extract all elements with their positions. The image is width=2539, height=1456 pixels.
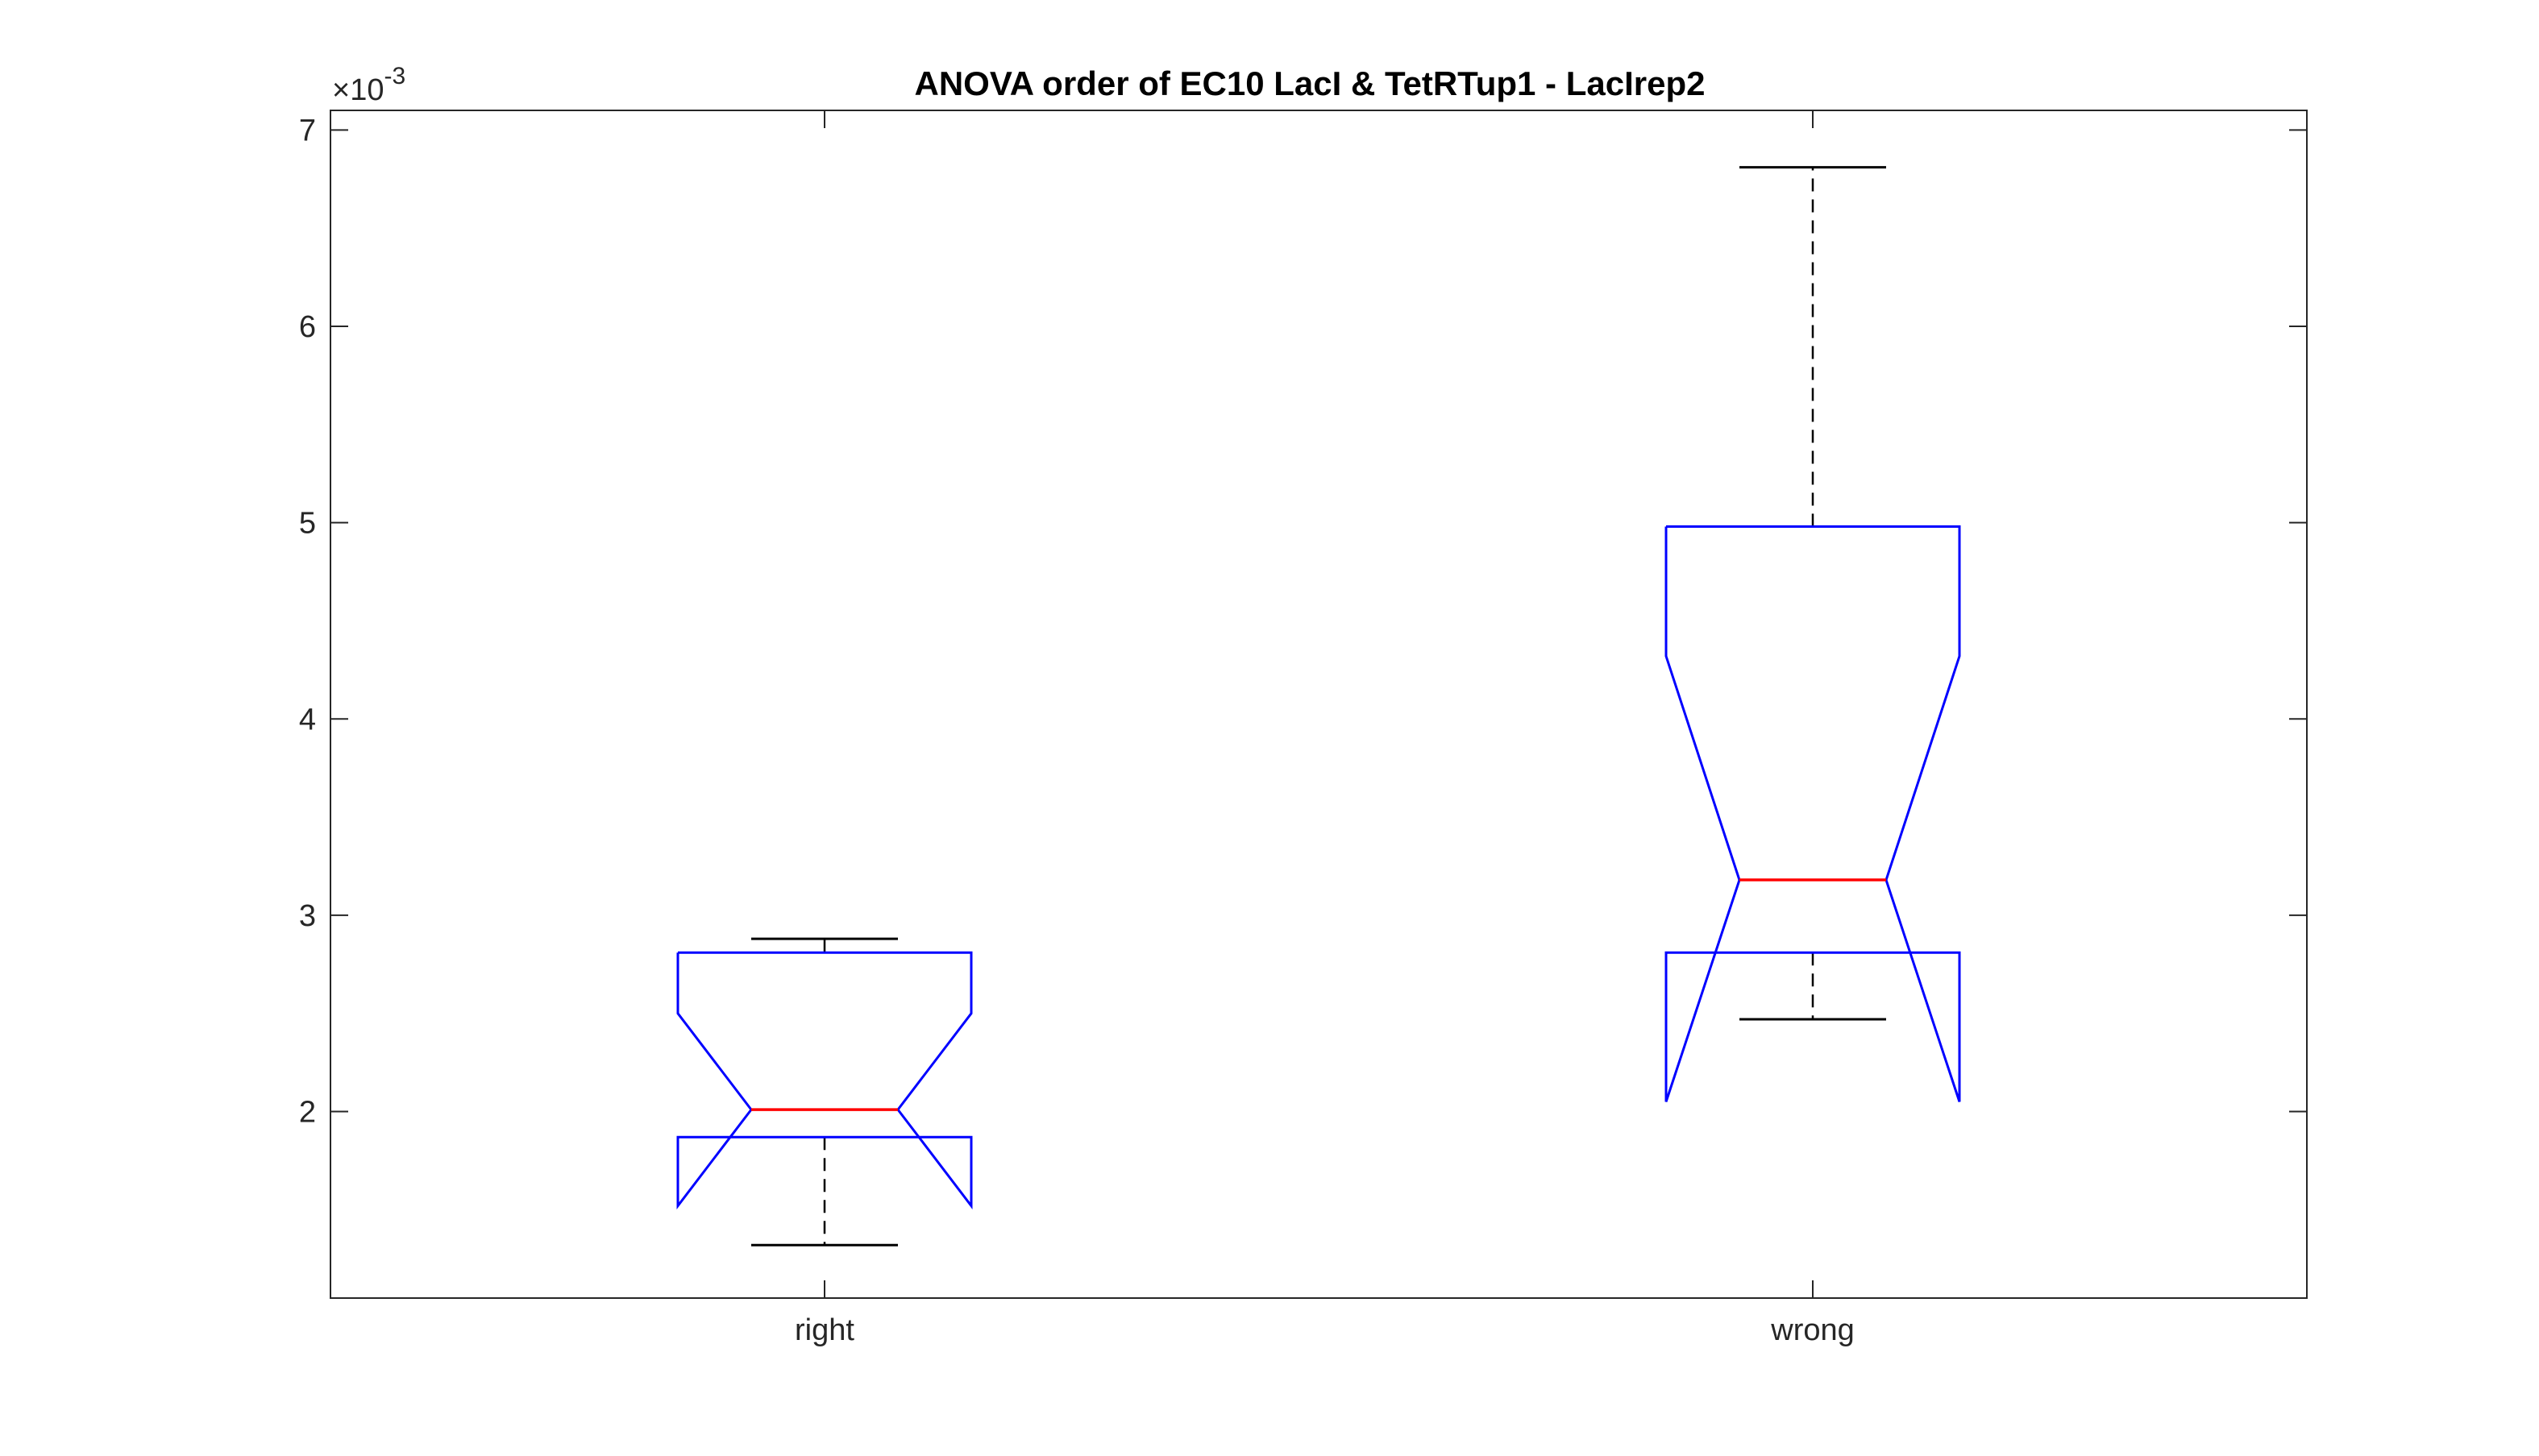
y-tick-label-2: 2 bbox=[299, 1096, 316, 1130]
y-exponent-power: -3 bbox=[384, 63, 405, 89]
y-axis-exponent-label: ×10-3 bbox=[332, 63, 405, 107]
x-tick-label-wrong: wrong bbox=[1770, 1313, 1855, 1347]
y-tick-label-6: 6 bbox=[299, 310, 316, 344]
x-tick-label-right: right bbox=[795, 1313, 854, 1347]
box-right bbox=[676, 937, 973, 1247]
x-tick-labels: right wrong bbox=[795, 1313, 1855, 1347]
box-outline-wrong bbox=[1664, 525, 1961, 1102]
y-tick-label-4: 4 bbox=[299, 703, 316, 736]
y-tick-label-5: 5 bbox=[299, 507, 316, 541]
tick-marks bbox=[330, 110, 2307, 1298]
box-outline-right bbox=[676, 951, 973, 1209]
y-tick-labels: 2 3 4 5 6 7 bbox=[299, 114, 316, 1129]
box-wrong bbox=[1664, 166, 1961, 1102]
box-series bbox=[676, 166, 1961, 1247]
y-tick-label-7: 7 bbox=[299, 114, 316, 147]
y-tick-label-3: 3 bbox=[299, 899, 316, 933]
plot-area-frame bbox=[330, 110, 2308, 1299]
chart-title: ANOVA order of EC10 LacI & TetRTup1 - La… bbox=[915, 64, 1706, 102]
y-exponent-base: ×10 bbox=[332, 73, 384, 107]
